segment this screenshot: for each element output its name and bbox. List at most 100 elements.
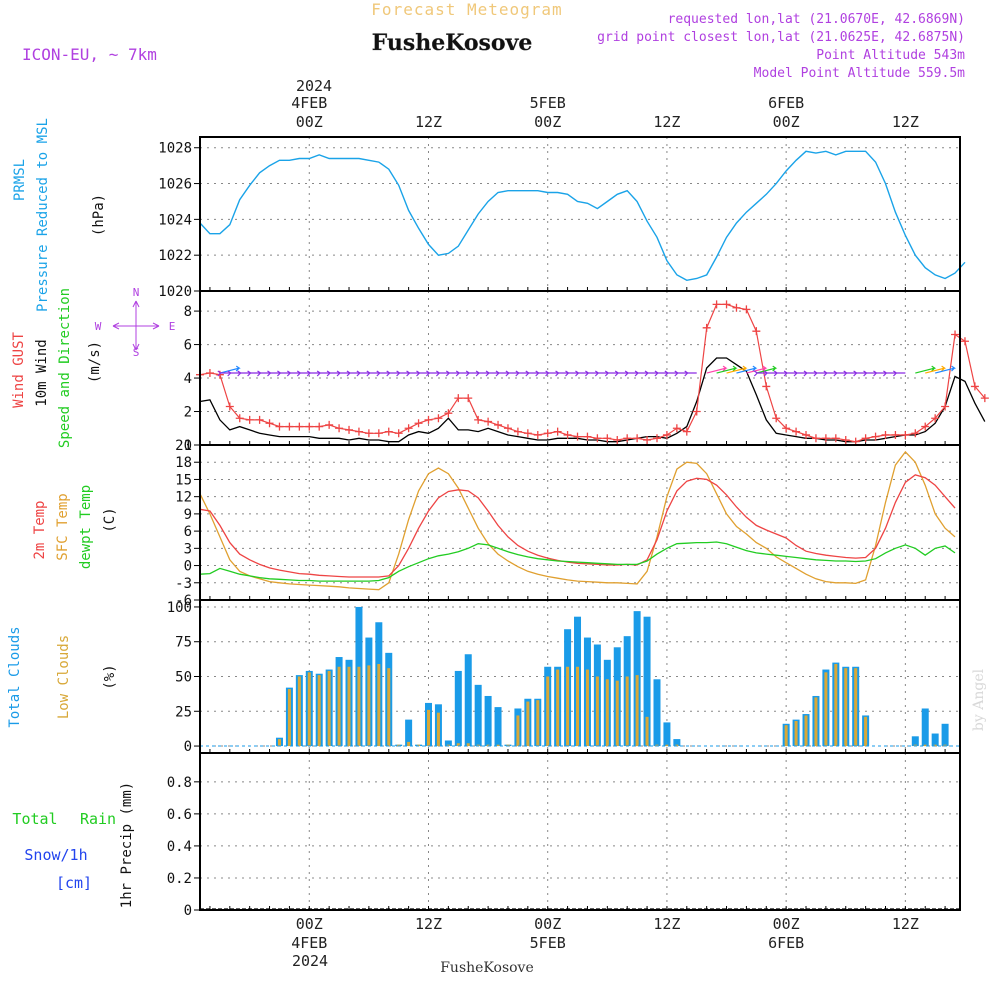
y-tick-label: 100 [167, 600, 192, 616]
wind-arrow [783, 370, 797, 377]
gust-point [960, 337, 969, 346]
wind-arrow [435, 370, 449, 377]
gust-point [682, 427, 691, 436]
y-tick-label: 18 [175, 455, 192, 471]
wind-arrow [545, 370, 558, 377]
low-cloud-bar [625, 676, 629, 747]
wind-arrow [746, 365, 768, 374]
gust-point [662, 430, 671, 439]
rain-label: Rain [80, 810, 116, 828]
y-tick-label: 0 [184, 559, 192, 575]
total-cloud-bar [494, 707, 502, 747]
low-cloud-bar [585, 669, 589, 747]
gust-point [434, 414, 443, 423]
gust-point [464, 394, 473, 403]
wind-arrow [485, 370, 499, 377]
low-cloud-bar [635, 675, 639, 747]
gust-point [454, 394, 463, 403]
gust-point [305, 422, 314, 431]
wind-arrow [882, 370, 896, 377]
gust-point [931, 414, 940, 423]
low-cloud-bar [645, 716, 649, 747]
top-time-label: 12Z [415, 113, 442, 131]
gust-point [364, 429, 373, 438]
wind-arrow [495, 370, 508, 377]
sfc-temp-line [199, 450, 956, 591]
product-title: Forecast Meteogram [371, 0, 562, 19]
wind-labels: Wind GUST 10m Wind Speed and Direction (… [11, 286, 175, 448]
top-time-label: 00Z [534, 113, 561, 131]
gust-point [752, 327, 761, 336]
gust-point [225, 402, 234, 411]
gust-point [394, 429, 403, 438]
wind-arrow [316, 370, 330, 377]
precip-panel: 0 0.2 0.4 0.6 0.8 [167, 752, 961, 919]
gust-point [692, 407, 701, 416]
low-cloud-bar [913, 744, 917, 747]
low-cloud-bar [347, 666, 351, 747]
pressure-panel: 1020 1022 1024 1026 1028 [158, 136, 966, 300]
total-cloud-bar [673, 739, 681, 747]
total-cloud-bar [474, 684, 482, 747]
y-tick-label: -6 [175, 593, 192, 609]
gust-point [980, 394, 989, 403]
wind-arrow [873, 370, 886, 377]
gust-point [563, 430, 572, 439]
gust-point [325, 420, 334, 429]
closest-point: grid point closest lon,lat (21.0625E, 42… [597, 30, 965, 45]
temperature-frame [199, 444, 961, 601]
ms-label: (m/s) [87, 341, 103, 383]
low-cloud-bar [367, 665, 371, 747]
low-cloud-bar [824, 672, 828, 747]
low-cloud-bar [327, 670, 331, 747]
wind-arrow [935, 365, 957, 374]
wind-arrow [684, 370, 697, 377]
wind10m-label: 10m Wind [34, 339, 50, 406]
location-title: FusheKosove [372, 30, 533, 56]
snow-label: Snow/1h [24, 846, 87, 864]
wind-arrow [247, 370, 260, 377]
low-cloud-bar [536, 700, 540, 747]
gust-point [335, 424, 344, 433]
panels: 1020102210241026102802468-6-303691215182… [158, 136, 989, 919]
gust-label: Wind GUST [11, 332, 27, 408]
bottom-time-label: 12Z [892, 915, 919, 933]
model-altitude: Model Point Altitude 559.5m [754, 66, 965, 81]
low-cloud-bar [605, 679, 609, 747]
gust-point [494, 420, 503, 429]
y-tick-label: 0.6 [167, 807, 192, 823]
bottom-time-label: 00Z [296, 915, 323, 933]
wind-arrow [763, 370, 777, 377]
low-cloud-bar [546, 676, 550, 747]
gust-point [921, 422, 930, 431]
cloud-labels: Total Clouds Low Clouds (%) [7, 626, 118, 727]
gust-point [354, 427, 363, 436]
cm-label: [cm] [56, 874, 92, 892]
wind-arrow [863, 370, 876, 377]
gust-point [484, 417, 493, 426]
pressure-frame [199, 136, 961, 292]
gust-point [802, 430, 811, 439]
wind-arrow [416, 370, 429, 377]
gust-point [444, 409, 453, 418]
bottom-date-label: 6FEB [768, 934, 804, 952]
low-cloud-bar [615, 680, 619, 747]
wind-arrow [803, 370, 816, 377]
wind-arrow [306, 370, 320, 377]
y-tick-label: 0 [184, 739, 192, 755]
top-year: 2024 [296, 77, 332, 95]
gust-point [831, 434, 840, 443]
y-tick-label: 0.2 [167, 871, 192, 887]
gust-point [712, 300, 721, 309]
gust-point [861, 434, 870, 443]
wind-arrow [267, 370, 280, 377]
y-tick-label: 6 [184, 524, 192, 540]
wind-arrow [555, 370, 568, 377]
low-cloud-bar [277, 739, 281, 747]
top-date-label: 5FEB [530, 94, 566, 112]
wind-frame [199, 290, 961, 446]
compass-e: E [169, 320, 176, 333]
low-cloud-bar [476, 744, 480, 747]
low-cloud-bar [496, 744, 500, 747]
